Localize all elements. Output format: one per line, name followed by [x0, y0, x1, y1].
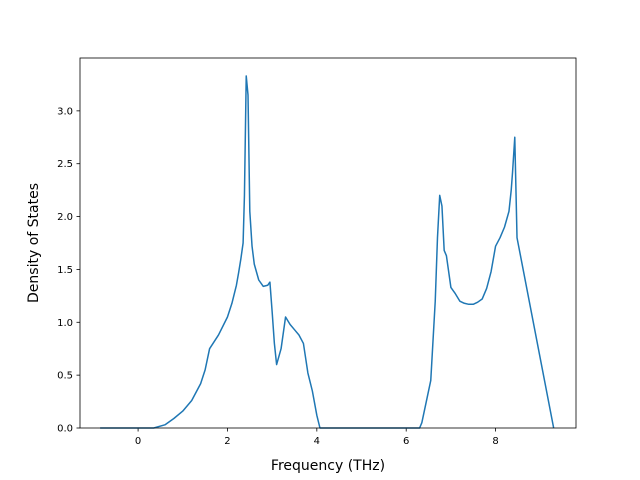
x-tick-label: 6: [403, 436, 409, 447]
x-tick-label: 4: [314, 436, 320, 447]
plot-frame: [79, 57, 577, 429]
dos-series-line: [100, 75, 555, 429]
x-tick-label: 2: [224, 436, 230, 447]
y-tick-label: 0.0: [57, 424, 73, 435]
y-tick-label: 2.5: [57, 159, 73, 170]
y-tick-label: 1.0: [57, 318, 73, 329]
plot-area: [100, 75, 555, 429]
y-axis-label: Density of States: [26, 183, 42, 303]
y-tick-label: 2.0: [57, 212, 73, 223]
x-tick-label: 0: [135, 436, 141, 447]
x-axis-label: Frequency (THz): [271, 458, 385, 474]
y-tick-label: 1.5: [57, 265, 73, 276]
y-tick-group: 0.0 0.5 1.0 1.5 2.0 2.5 3.0: [57, 106, 80, 435]
y-tick-label: 3.0: [57, 106, 73, 117]
x-tick-group: 0 2 4 6 8: [135, 428, 499, 447]
y-tick-label: 0.5: [57, 371, 73, 382]
x-tick-label: 8: [492, 436, 498, 447]
